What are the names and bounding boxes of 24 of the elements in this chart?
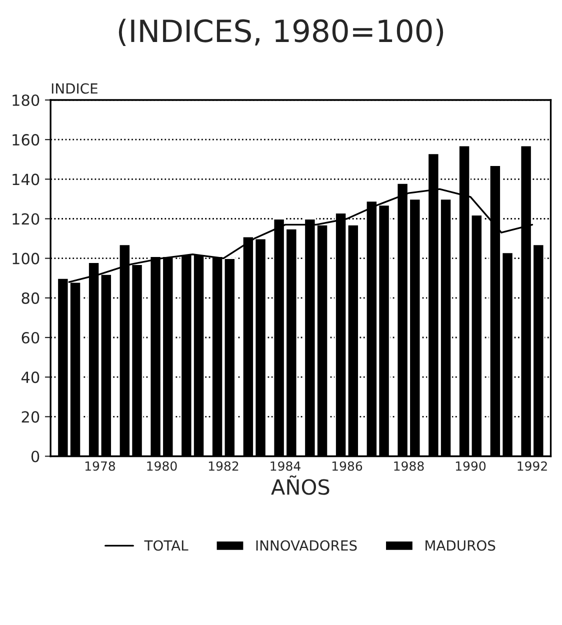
- legend-label: MADUROS: [426, 540, 496, 551]
- legend-label: TOTAL: [144, 540, 188, 551]
- y-tick-label: 180: [12, 94, 40, 106]
- y-tick-label: 40: [21, 372, 40, 384]
- y-axis-title: INDICE: [52, 83, 98, 94]
- y-tick-label: 20: [22, 411, 40, 423]
- x-tick-label: 1988: [394, 461, 424, 471]
- y-tick-label: 60: [22, 332, 40, 344]
- y-tick-label: 120: [12, 213, 40, 225]
- y-tick-label: 100: [12, 252, 40, 264]
- x-tick-label: 1992: [518, 461, 547, 471]
- x-axis-title: AÑOS: [271, 475, 330, 495]
- x-tick-label: 1978: [85, 461, 116, 471]
- x-tick-label: 1990: [456, 461, 486, 471]
- y-tick-label: 140: [12, 174, 40, 186]
- x-tick-label: 1982: [208, 461, 238, 471]
- legend-label: INNOVADORES: [256, 540, 357, 551]
- x-tick-label: 1980: [147, 461, 177, 471]
- x-tick-label: 1986: [332, 461, 362, 471]
- x-tick-label: 1984: [270, 461, 300, 471]
- y-tick-label: 0: [31, 450, 40, 462]
- y-tick-label: 80: [22, 292, 40, 304]
- chart-title: (INDICES, 1980=100): [118, 18, 444, 46]
- y-tick-label: 160: [12, 134, 40, 146]
